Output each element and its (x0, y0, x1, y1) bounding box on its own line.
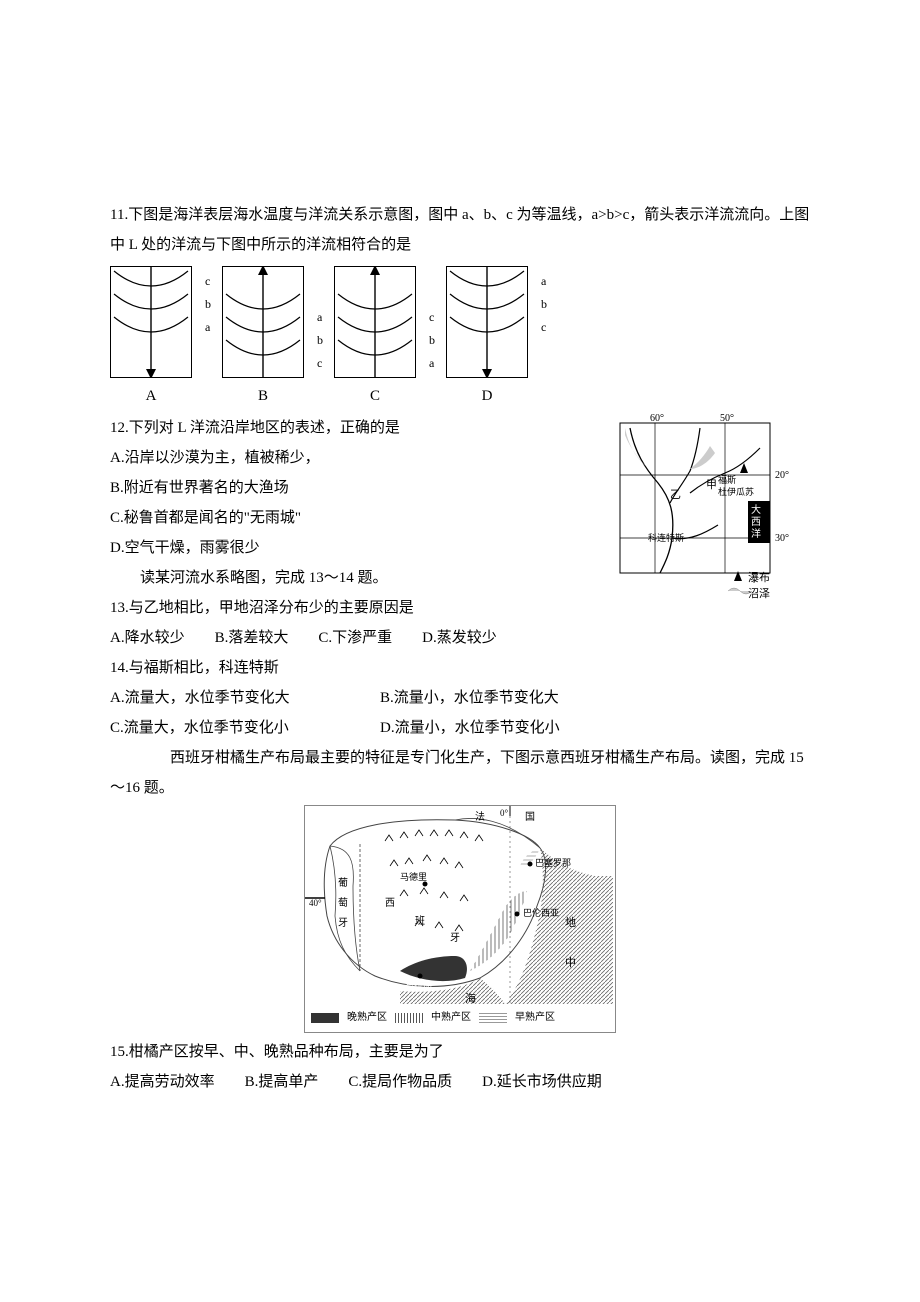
svg-text:0°: 0° (500, 808, 509, 818)
svg-text:萄: 萄 (338, 896, 348, 909)
q13-opt-b: B.落差较大 (215, 623, 289, 653)
legend-early: 早熟产区 (515, 1008, 555, 1028)
q13-opt-a: A.降水较少 (110, 623, 185, 653)
svg-text:甲: 甲 (706, 479, 717, 491)
svg-text:沼泽: 沼泽 (748, 586, 770, 600)
svg-text:巴塞罗那: 巴塞罗那 (535, 857, 571, 868)
svg-text:巴伦西亚: 巴伦西亚 (523, 907, 559, 918)
river-map-figure: 60° 50° 20° 30° 乙 甲 福斯 杜伊瓜苏 科连特斯 大 西 洋 瀑… (610, 413, 810, 613)
q15-stem: 15.柑橘产区按早、中、晚熟品种布局，主要是为了 (110, 1037, 810, 1067)
svg-text:洋: 洋 (751, 527, 761, 540)
q15-opt-a: A.提高劳动效率 (110, 1067, 215, 1097)
svg-text:海: 海 (465, 991, 476, 1005)
q11-cell-b: abcB (222, 266, 304, 411)
svg-text:葡: 葡 (338, 876, 348, 889)
q15-opt-d: D.延长市场供应期 (482, 1067, 602, 1097)
q12-opt-d: D.空气干燥，雨雾很少 (110, 533, 598, 563)
svg-text:牙: 牙 (338, 917, 348, 929)
svg-text:西: 西 (385, 898, 395, 909)
svg-text:瀑布: 瀑布 (748, 571, 770, 584)
svg-text:福斯: 福斯 (718, 474, 736, 485)
q14-opt-d: D.流量小，水位季节变化小 (380, 713, 560, 743)
svg-text:国: 国 (525, 811, 535, 823)
q14-opt-a: A.流量大，水位季节变化大 (110, 683, 350, 713)
q13-stem: 13.与乙地相比，甲地沼泽分布少的主要原因是 (110, 593, 598, 623)
q11-figure-row: cbaA abcB cbaC abcD (110, 266, 810, 411)
svg-text:马拉加: 马拉加 (405, 979, 432, 990)
q13-opt-c: C.下渗严重 (318, 623, 392, 653)
q14-opts-1: A.流量大，水位季节变化大 B.流量小，水位季节变化大 (110, 683, 810, 713)
svg-text:60°: 60° (650, 413, 664, 424)
q15-opts: A.提高劳动效率 B.提高单产 C.提局作物品质 D.延长市场供应期 (110, 1067, 810, 1097)
svg-text:中: 中 (565, 956, 576, 969)
q13-intro: 读某河流水系略图，完成 13～14 题。 (110, 563, 598, 593)
svg-text:班: 班 (415, 915, 425, 927)
svg-text:乙: 乙 (670, 488, 681, 501)
q15-opt-c: C.提局作物品质 (348, 1067, 452, 1097)
q14-opts-2: C.流量大，水位季节变化小 D.流量小，水位季节变化小 (110, 713, 810, 743)
q11-stem: 11.下图是海洋表层海水温度与洋流关系示意图，图中 a、b、c 为等温线，a>b… (110, 200, 810, 260)
spain-legend: 晚熟产区 中熟产区 早熟产区 (305, 1006, 615, 1032)
svg-text:科连特斯: 科连特斯 (648, 532, 684, 543)
svg-text:法: 法 (475, 810, 485, 823)
q13-opt-d: D.蒸发较少 (422, 623, 497, 653)
q14-stem: 14.与福斯相比，科连特斯 (110, 653, 810, 683)
q12-stem: 12.下列对 L 洋流沿岸地区的表述，正确的是 (110, 413, 598, 443)
svg-text:牙: 牙 (450, 932, 460, 944)
q12-opt-c: C.秘鲁首都是闻名的"无雨城" (110, 503, 598, 533)
legend-mid: 中熟产区 (431, 1008, 471, 1028)
spain-figure: 40° 0° 法 国 葡 萄 牙 西 班 牙 马德里 巴塞罗那 巴伦西亚 马拉加… (110, 805, 810, 1033)
svg-text:马德里: 马德里 (400, 871, 427, 882)
svg-text:大: 大 (751, 503, 761, 516)
svg-text:地: 地 (565, 916, 576, 929)
svg-text:50°: 50° (720, 413, 734, 424)
q14-opt-b: B.流量小，水位季节变化大 (380, 683, 559, 713)
q11-cell-c: cbaC (334, 266, 416, 411)
svg-text:40°: 40° (309, 898, 322, 908)
q15-opt-b: B.提高单产 (245, 1067, 319, 1097)
q15-intro: 西班牙柑橘生产布局最主要的特征是专门化生产，下图示意西班牙柑橘生产布局。读图，完… (110, 743, 810, 803)
exam-page: 11.下图是海洋表层海水温度与洋流关系示意图，图中 a、b、c 为等温线，a>b… (0, 0, 920, 1302)
legend-late: 晚熟产区 (347, 1008, 387, 1028)
svg-text:西: 西 (751, 517, 761, 528)
q14-opt-c: C.流量大，水位季节变化小 (110, 713, 350, 743)
q11-cell-a: cbaA (110, 266, 192, 411)
q12-13-block: 12.下列对 L 洋流沿岸地区的表述，正确的是 A.沿岸以沙漠为主，植被稀少， … (110, 413, 810, 623)
svg-text:30°: 30° (775, 533, 789, 544)
q12-opt-b: B.附近有世界著名的大渔场 (110, 473, 598, 503)
q13-opts: A.降水较少 B.落差较大 C.下渗严重 D.蒸发较少 (110, 623, 810, 653)
q12-opt-a: A.沿岸以沙漠为主，植被稀少， (110, 443, 598, 473)
q11-cell-d: abcD (446, 266, 528, 411)
svg-text:杜伊瓜苏: 杜伊瓜苏 (718, 486, 754, 497)
svg-text:20°: 20° (775, 470, 789, 481)
